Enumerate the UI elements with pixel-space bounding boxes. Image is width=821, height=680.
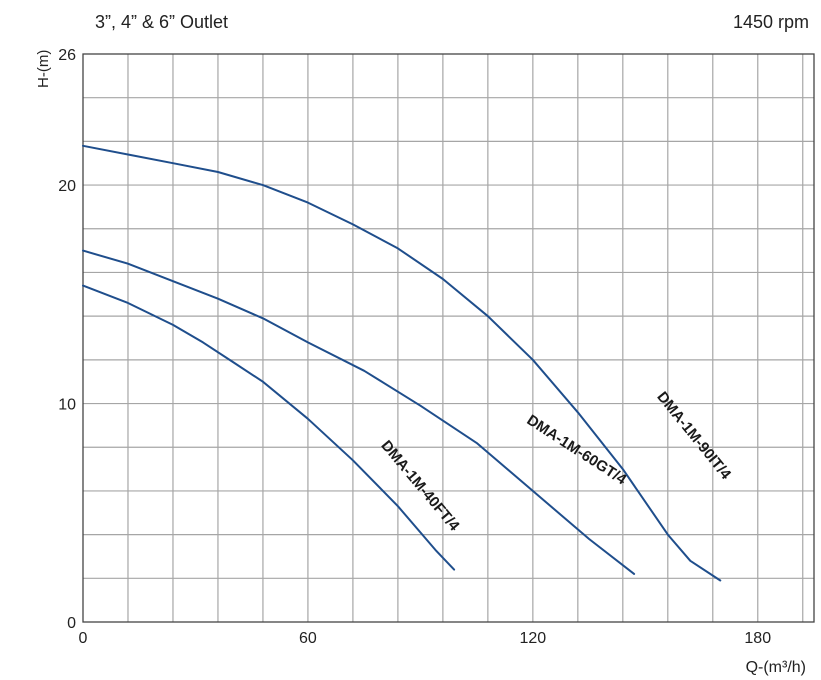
y-tick-label: 20 [58, 178, 76, 195]
x-tick-label: 0 [79, 630, 88, 647]
x-axis-label: Q-(m³/h) [746, 659, 806, 676]
series-label-1: DMA-1M-40FT/4 [377, 437, 463, 535]
x-tick-label: 180 [744, 630, 771, 647]
grid-lines [83, 54, 814, 622]
series-line-2 [82, 249, 636, 575]
y-tick-label: 26 [58, 47, 76, 64]
x-tick-label: 60 [299, 630, 317, 647]
series-lines [82, 144, 722, 582]
tick-labels: 0 60 120 180 0 10 20 26 [58, 47, 771, 647]
series-line-1 [82, 284, 456, 571]
plot-border [82, 53, 815, 623]
series-labels: DMA-1M-40FT/4 DMA-1M-60GT/4 DMA-1M-90IT/4 [377, 389, 734, 535]
outlet-size-label: 3”, 4” & 6” Outlet [95, 12, 229, 32]
plot-frame [82, 53, 815, 623]
series-label-3: DMA-1M-90IT/4 [653, 389, 734, 484]
rpm-label: 1450 rpm [732, 12, 809, 32]
x-tick-label: 120 [519, 630, 546, 647]
series-line-3 [82, 144, 722, 582]
y-tick-label: 10 [58, 397, 76, 414]
series-label-2: DMA-1M-60GT/4 [524, 412, 630, 489]
y-axis-label: H-(m) [35, 50, 52, 88]
y-tick-label: 0 [67, 615, 76, 632]
